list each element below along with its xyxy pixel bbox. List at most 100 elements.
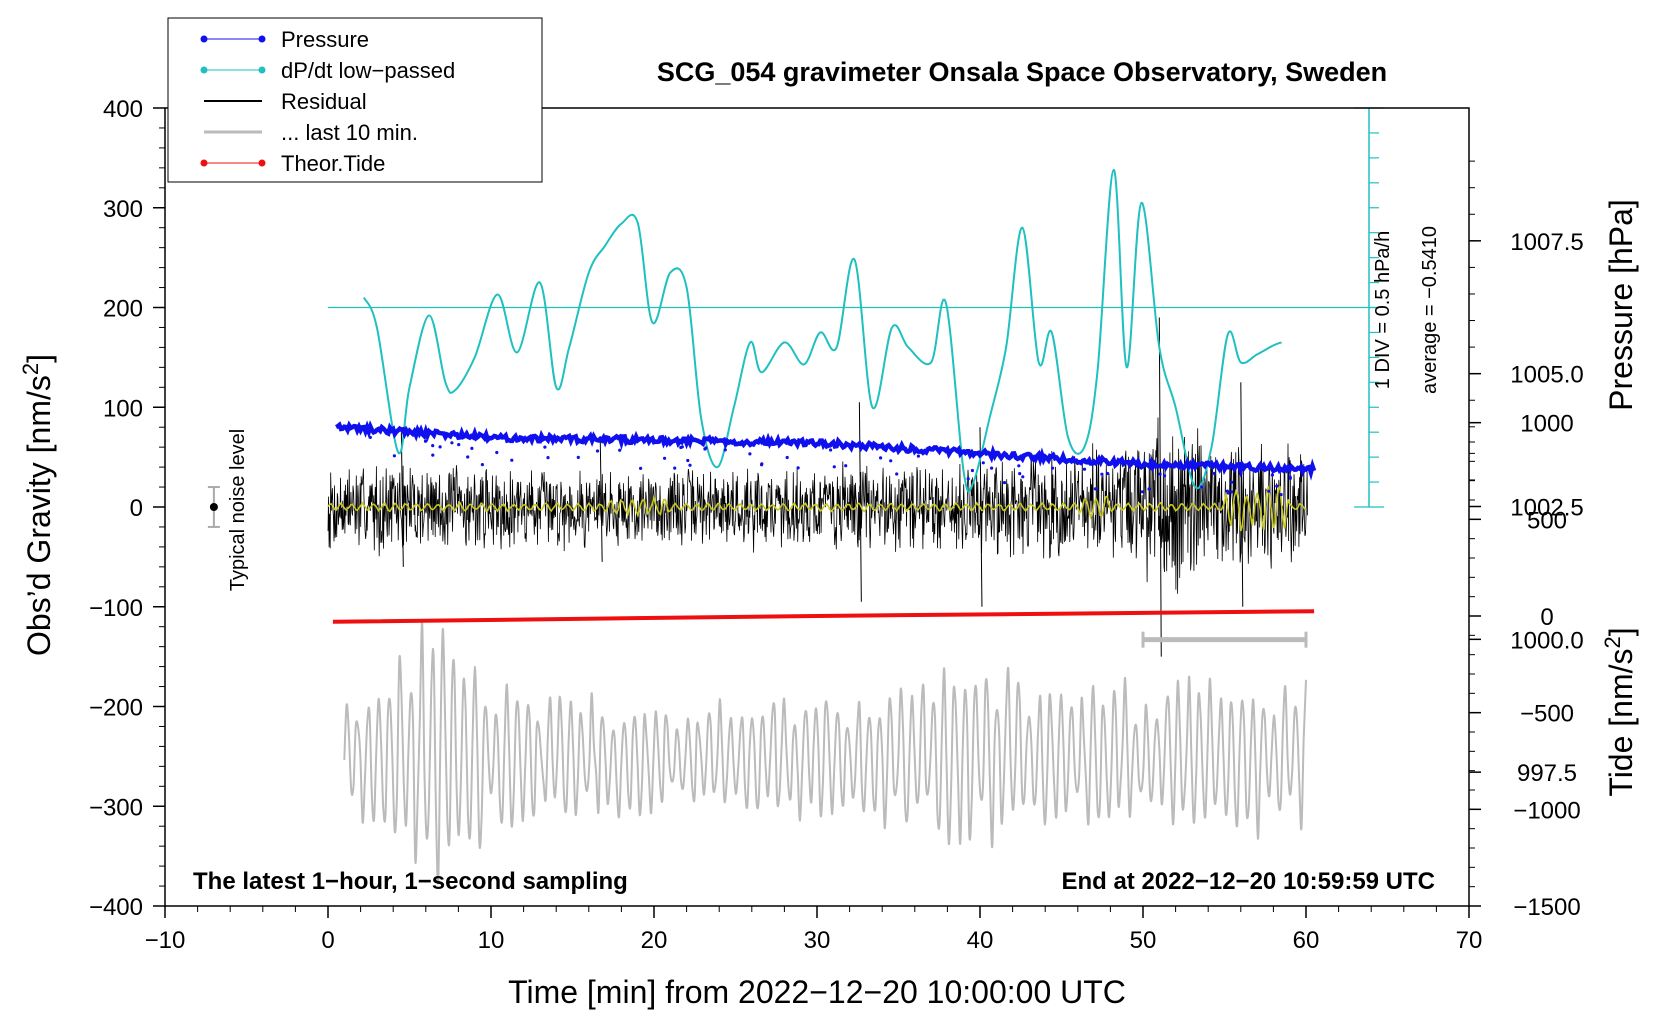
- legend-dpdt-dot-left: [200, 66, 208, 74]
- pressure-outlier-dot: [546, 456, 550, 460]
- pressure-outlier-dot: [1275, 484, 1279, 488]
- pressure-tick-label: 1007.5: [1510, 229, 1583, 256]
- y-axis-title-tide-end: ]: [1603, 627, 1639, 636]
- noise-level-label: Typical noise level: [227, 429, 249, 591]
- pressure-outlier-dot: [1158, 472, 1162, 476]
- tide-tick-label: −1000: [1513, 797, 1580, 824]
- pressure-outlier-dot: [1100, 472, 1104, 476]
- pressure-outlier-dot: [981, 461, 985, 465]
- pressure-outlier-dot: [673, 466, 677, 470]
- pressure-outlier-dot: [1212, 471, 1216, 475]
- pressure-outlier-dot: [1230, 490, 1234, 494]
- y-tick-label: −200: [89, 695, 143, 722]
- tide-tick-label: −1500: [1513, 894, 1580, 921]
- pressure-outlier-dot: [832, 465, 836, 469]
- legend-pressure-label: Pressure: [281, 27, 369, 52]
- x-tick-label: 20: [641, 927, 668, 954]
- pressure-outlier-dot: [1021, 475, 1025, 479]
- pressure-outlier-dot: [723, 448, 727, 452]
- residual-spike: [599, 437, 603, 562]
- pressure-tick-label: 1002.5: [1510, 495, 1583, 522]
- pressure-outlier-dot: [618, 448, 622, 452]
- pressure-outlier-dot: [663, 456, 667, 460]
- pressure-series: [335, 420, 1317, 481]
- chart-title: SCG_054 gravimeter Onsala Space Observat…: [657, 57, 1387, 87]
- y-axis-title-gravity-end: ]: [21, 354, 57, 363]
- pressure-outlier-dot: [450, 441, 454, 445]
- pressure-outlier-dot: [423, 439, 428, 443]
- pressure-outlier-dot: [480, 463, 484, 467]
- pressure-outlier-dot: [576, 455, 580, 459]
- pressure-outlier-dot: [457, 443, 461, 447]
- pressure-outlier-dot: [1051, 466, 1055, 470]
- tide-tick-label: −500: [1520, 701, 1574, 728]
- pressure-outlier-dot: [1147, 487, 1151, 491]
- pressure-outlier-dot: [466, 455, 470, 459]
- y-axis-title-gravity-sup: 2: [18, 363, 43, 375]
- legend-item-pressure: Pressure: [200, 27, 369, 52]
- pressure-outlier-dot: [879, 456, 883, 460]
- residual-spike: [400, 432, 404, 567]
- tide-series: [332, 609, 1315, 624]
- pressure-outlier-dot: [1140, 490, 1144, 494]
- pressure-outlier-dot: [748, 452, 752, 456]
- pressure-outlier-dot: [970, 468, 975, 473]
- pressure-outlier-dot: [470, 446, 474, 450]
- tide-tick-label: 1000: [1520, 411, 1573, 438]
- x-tick-label: 60: [1293, 927, 1320, 954]
- pressure-outlier-dot: [1279, 493, 1283, 497]
- axes: −10 0 10 20 30 40 50 60 704003002001000−100−200−…: [89, 96, 1584, 954]
- legend-item-dpdt: dP/dt low−passed: [200, 58, 455, 83]
- tide-tick-label: 500: [1527, 507, 1567, 534]
- plot-content: [207, 107, 1384, 885]
- y-axis-title-tide-sup: 2: [1600, 636, 1625, 648]
- residual-series: [327, 417, 1308, 594]
- legend-tide-dot-right: [258, 159, 266, 167]
- x-tick-label: 10: [478, 927, 505, 954]
- pressure-tick-label: 1000.0: [1510, 627, 1583, 654]
- residual-spike: [858, 402, 862, 602]
- x-tick-label: 40: [967, 927, 994, 954]
- pressure-outlier-dot: [1093, 487, 1097, 491]
- pressure-outlier-dot: [1082, 467, 1087, 471]
- x-tick-label: −10: [145, 927, 186, 954]
- pressure-outlier-dot: [1267, 489, 1271, 493]
- pressure-outlier-dot: [510, 458, 514, 462]
- y-axis-title-gravity: Obs’d Gravity [nm/s2]: [18, 354, 57, 656]
- pressure-outlier-dot: [1226, 491, 1230, 495]
- legend-dpdt-label: dP/dt low−passed: [281, 58, 455, 83]
- y-axis-title-gravity-main: Obs’d Gravity [nm/s: [21, 375, 57, 656]
- pressure-outlier-dot: [916, 454, 921, 458]
- annotation-end-time: End at 2022−12−20 10:59:59 UTC: [1061, 868, 1435, 895]
- pressure-outlier-dot: [368, 435, 372, 439]
- y-tick-label: 100: [103, 395, 143, 422]
- pressure-outlier-dot: [680, 445, 684, 449]
- y-tick-label: 0: [130, 495, 143, 522]
- residual-spike: [1158, 317, 1162, 657]
- dpdt-series: [362, 168, 1282, 493]
- pressure-outlier-dot: [990, 466, 994, 470]
- pressure-outlier-dot: [844, 464, 848, 468]
- pressure-outlier-dot: [1230, 480, 1234, 484]
- y-tick-label: 400: [103, 96, 143, 123]
- pressure-outlier-dot: [966, 477, 970, 481]
- legend-dpdt-dot-right: [258, 66, 266, 74]
- pressure-outlier-dot: [1288, 475, 1292, 479]
- x-tick-label: 0: [321, 927, 334, 954]
- pressure-outlier-dot: [1018, 472, 1022, 476]
- annotation-dpdt-average: average = −0.5410: [1419, 226, 1441, 394]
- pressure-outlier-dot: [760, 462, 764, 466]
- y-tick-label: −400: [89, 894, 143, 921]
- pressure-outlier-dot: [688, 463, 692, 467]
- pressure-outlier-dot: [431, 453, 435, 457]
- pressure-outlier-dot: [1239, 471, 1243, 476]
- x-tick-label: 50: [1130, 927, 1157, 954]
- pressure-outlier-dot: [1163, 474, 1167, 478]
- last-10-min-series: [343, 621, 1307, 885]
- legend-pressure-dot-left: [200, 35, 208, 43]
- y-axis-title-tide-main: Tide [nm/s: [1603, 648, 1639, 796]
- legend-tide-dot-left: [200, 159, 208, 167]
- pressure-outlier-dot: [595, 449, 600, 453]
- pressure-outlier-dot: [704, 446, 708, 450]
